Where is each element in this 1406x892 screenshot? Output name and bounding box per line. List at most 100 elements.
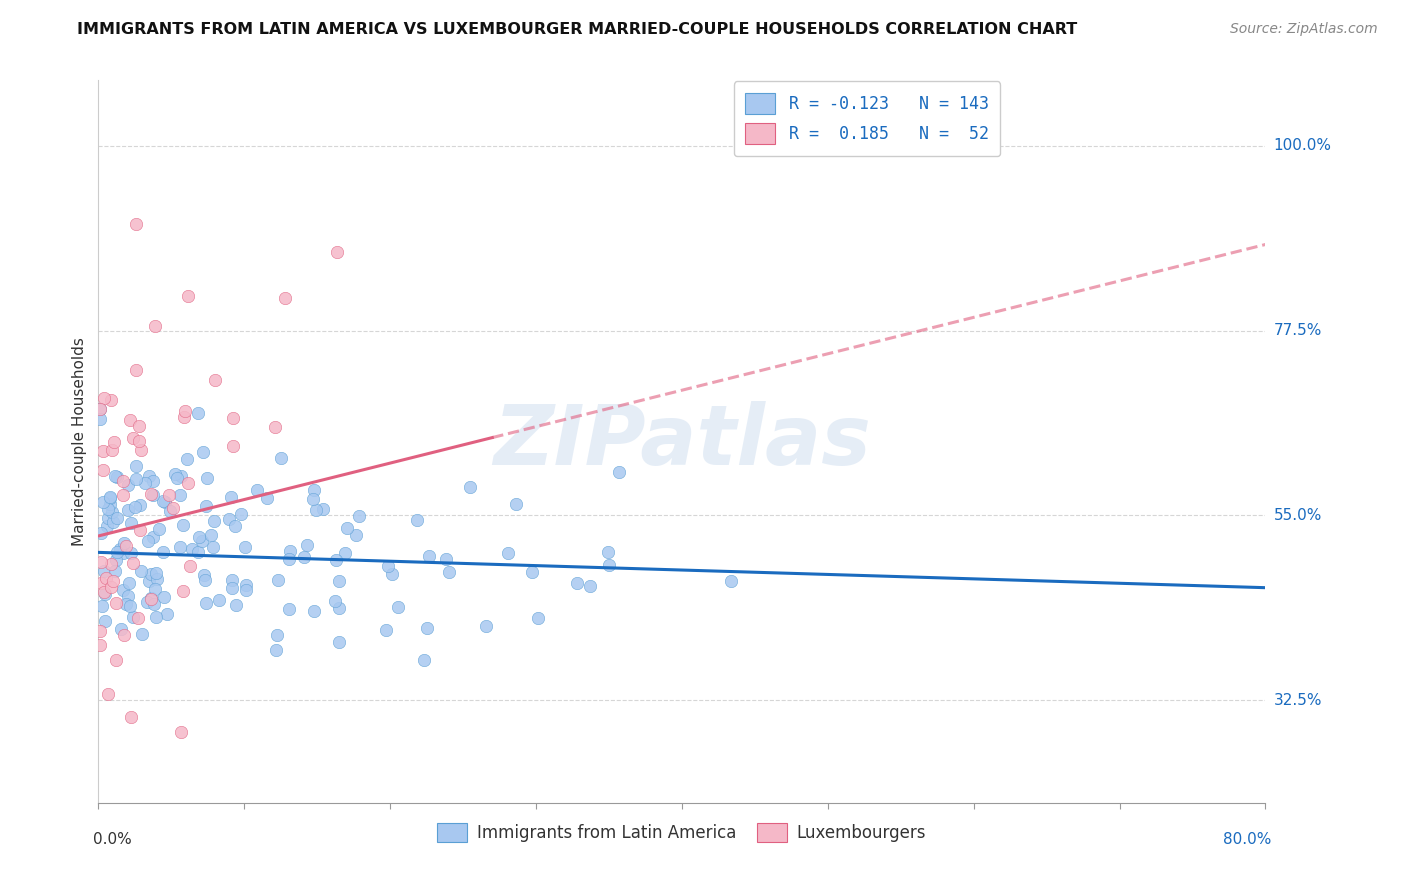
Point xyxy=(273,291,295,305)
Point xyxy=(153,590,176,604)
Point xyxy=(114,540,136,554)
Point xyxy=(101,442,124,457)
Point xyxy=(97,687,120,701)
Point xyxy=(187,545,209,559)
Point xyxy=(195,500,218,514)
Point xyxy=(117,503,139,517)
Point xyxy=(235,582,257,597)
Point xyxy=(152,544,174,558)
Point xyxy=(233,540,256,554)
Point xyxy=(121,710,143,724)
Text: Source: ZipAtlas.com: Source: ZipAtlas.com xyxy=(1230,22,1378,37)
Legend: Immigrants from Latin America, Luxembourgers: Immigrants from Latin America, Luxembour… xyxy=(430,816,934,848)
Point xyxy=(246,483,269,497)
Point xyxy=(278,601,301,615)
Point xyxy=(91,463,114,477)
Point xyxy=(200,528,222,542)
Point xyxy=(328,600,350,615)
Point xyxy=(146,572,169,586)
Point xyxy=(142,488,165,502)
Point xyxy=(221,581,243,595)
Point xyxy=(112,536,135,550)
Point xyxy=(128,434,150,448)
Point xyxy=(157,488,180,502)
Point xyxy=(166,471,188,485)
Point xyxy=(117,478,139,492)
Point xyxy=(187,406,209,420)
Point xyxy=(89,638,111,652)
Point xyxy=(387,600,409,615)
Point xyxy=(96,519,118,533)
Point xyxy=(141,591,163,606)
Point xyxy=(194,573,217,587)
Point xyxy=(344,528,367,542)
Point xyxy=(117,576,139,591)
Point xyxy=(328,574,350,589)
Point xyxy=(156,607,179,621)
Point xyxy=(170,469,193,483)
Point xyxy=(104,468,127,483)
Point xyxy=(93,391,115,405)
Point xyxy=(377,559,399,574)
Point xyxy=(328,635,350,649)
Point xyxy=(89,401,111,416)
Point xyxy=(221,573,243,587)
Point xyxy=(120,413,142,427)
Point xyxy=(110,541,132,556)
Point xyxy=(136,533,159,548)
Point xyxy=(302,604,325,618)
Point xyxy=(128,418,150,433)
Point xyxy=(103,434,125,449)
Point xyxy=(266,628,288,642)
Point xyxy=(505,497,527,511)
Point xyxy=(93,564,115,578)
Point xyxy=(218,512,240,526)
Y-axis label: Married-couple Households: Married-couple Households xyxy=(72,337,87,546)
Point xyxy=(105,510,128,524)
Point xyxy=(111,474,134,488)
Point xyxy=(229,508,252,522)
Point xyxy=(90,526,112,541)
Text: 77.5%: 77.5% xyxy=(1274,323,1322,338)
Point xyxy=(204,373,226,387)
Point xyxy=(177,475,200,490)
Point xyxy=(191,445,214,459)
Point xyxy=(112,546,135,560)
Point xyxy=(474,619,496,633)
Point xyxy=(256,491,278,505)
Point xyxy=(114,597,136,611)
Point xyxy=(381,566,404,581)
Point xyxy=(104,565,127,579)
Point xyxy=(105,545,128,559)
Point xyxy=(195,471,218,485)
Point xyxy=(162,501,184,516)
Point xyxy=(97,502,120,516)
Point xyxy=(173,410,195,425)
Point xyxy=(325,553,347,567)
Point xyxy=(312,502,335,516)
Point xyxy=(145,566,167,580)
Point xyxy=(129,498,152,512)
Point xyxy=(302,483,325,497)
Point xyxy=(89,401,111,416)
Point xyxy=(148,522,170,536)
Point xyxy=(264,643,287,657)
Point xyxy=(145,610,167,624)
Point xyxy=(89,624,111,638)
Point xyxy=(305,503,328,517)
Point xyxy=(120,546,142,560)
Point xyxy=(135,595,157,609)
Point xyxy=(607,465,630,479)
Point xyxy=(90,576,112,591)
Point xyxy=(129,442,152,457)
Point xyxy=(579,579,602,593)
Point xyxy=(270,451,292,466)
Point xyxy=(98,497,121,511)
Point xyxy=(347,508,370,523)
Point xyxy=(142,530,165,544)
Point xyxy=(437,566,460,580)
Point xyxy=(134,475,156,490)
Point xyxy=(91,599,114,613)
Point xyxy=(336,521,359,535)
Point xyxy=(172,518,194,533)
